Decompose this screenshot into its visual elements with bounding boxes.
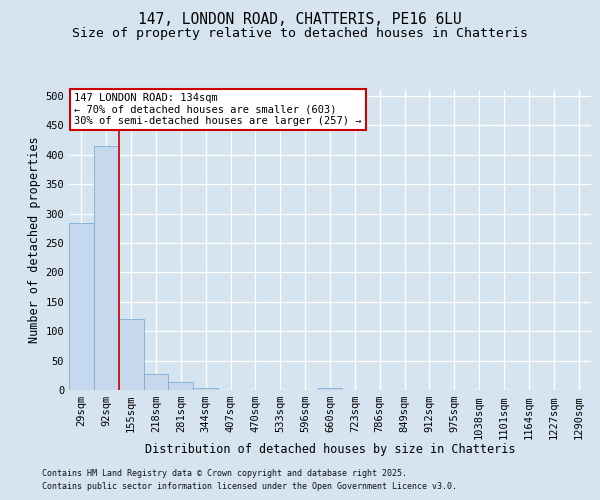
X-axis label: Distribution of detached houses by size in Chatteris: Distribution of detached houses by size … bbox=[145, 443, 515, 456]
Bar bbox=[94, 146, 119, 390]
Text: Size of property relative to detached houses in Chatteris: Size of property relative to detached ho… bbox=[72, 28, 528, 40]
Bar bbox=[69, 223, 94, 390]
Bar bbox=[317, 388, 343, 390]
Bar bbox=[119, 319, 143, 390]
Text: Contains HM Land Registry data © Crown copyright and database right 2025.: Contains HM Land Registry data © Crown c… bbox=[42, 470, 407, 478]
Bar bbox=[143, 374, 169, 390]
Text: Contains public sector information licensed under the Open Government Licence v3: Contains public sector information licen… bbox=[42, 482, 457, 491]
Text: 147, LONDON ROAD, CHATTERIS, PE16 6LU: 147, LONDON ROAD, CHATTERIS, PE16 6LU bbox=[138, 12, 462, 28]
Y-axis label: Number of detached properties: Number of detached properties bbox=[28, 136, 41, 344]
Bar bbox=[169, 382, 193, 390]
Bar bbox=[193, 388, 218, 390]
Text: 147 LONDON ROAD: 134sqm
← 70% of detached houses are smaller (603)
30% of semi-d: 147 LONDON ROAD: 134sqm ← 70% of detache… bbox=[74, 93, 361, 126]
